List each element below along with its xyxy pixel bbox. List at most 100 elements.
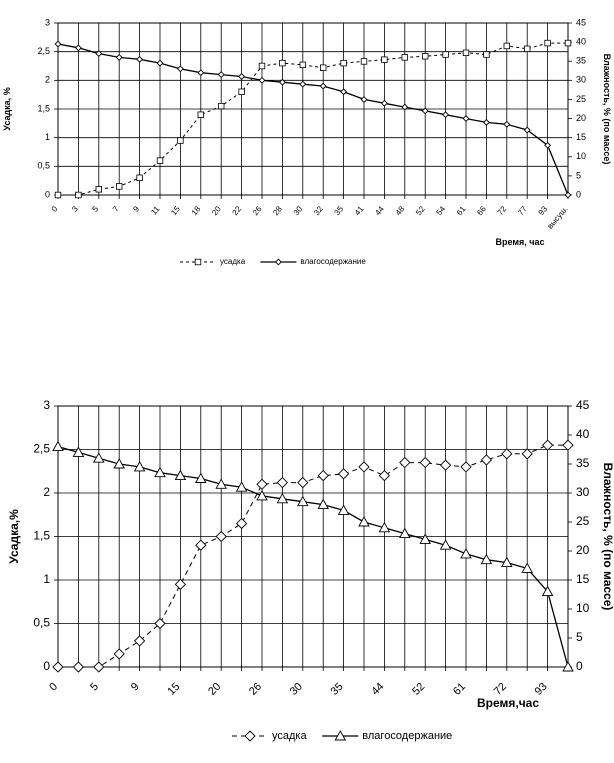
data-point: [256, 478, 268, 490]
y2-tick-label: 10: [576, 151, 586, 161]
x-tick-label: 5: [91, 204, 101, 214]
x-tick-label: 44: [373, 204, 386, 217]
data-point: [256, 489, 268, 501]
y-tick-label: 2,5: [33, 442, 50, 456]
x-tick-label: 66: [475, 204, 488, 217]
data-point: [439, 539, 452, 550]
series-line: [58, 42, 568, 196]
data-point: [562, 661, 574, 672]
y2-tick-label: 45: [576, 17, 586, 27]
x-tick-label: 44: [369, 681, 386, 698]
data-point: [235, 481, 248, 492]
data-point: [52, 661, 64, 673]
y2-tick-label: 25: [576, 94, 586, 104]
data-point: [442, 111, 450, 119]
data-point: [154, 466, 166, 478]
data-point: [562, 439, 574, 451]
data-point: [460, 547, 472, 559]
data-point: [401, 54, 408, 61]
y-tick-label: 0: [45, 189, 50, 199]
y-axis-title: Усадка, %: [2, 87, 12, 130]
data-point: [258, 76, 266, 84]
data-point: [399, 527, 411, 539]
data-point: [419, 456, 431, 469]
series-line: [57, 43, 569, 196]
y-axis-title: Усадка,%: [7, 509, 21, 564]
data-point: [297, 495, 309, 507]
y-tick-label: 2,5: [37, 46, 50, 56]
data-point: [95, 50, 103, 58]
data-point: [217, 71, 225, 79]
data-point: [93, 452, 105, 463]
x-axis-title: Время, час: [495, 237, 544, 247]
data-point: [523, 126, 531, 134]
data-point: [462, 115, 470, 122]
data-point: [93, 661, 105, 673]
x-tick-label: 9: [129, 681, 142, 694]
y2-tick-label: 20: [576, 543, 590, 557]
data-point: [177, 137, 184, 144]
data-point: [197, 69, 205, 77]
x-tick-label: 7: [111, 204, 121, 214]
data-point: [337, 468, 350, 480]
x-tick-label: высуш.: [546, 205, 570, 231]
y2-tick-label: 25: [576, 514, 590, 528]
y2-tick-label: 5: [576, 630, 583, 644]
x-tick-label: 26: [251, 204, 264, 217]
data-point: [337, 504, 350, 515]
data-point: [238, 88, 245, 95]
x-tick-label: 48: [394, 204, 407, 217]
x-tick-label: 32: [312, 204, 325, 217]
data-point: [279, 59, 286, 67]
data-point: [442, 51, 449, 58]
data-point: [358, 461, 370, 473]
x-tick-label: 72: [496, 204, 509, 217]
x-tick-label: 52: [410, 681, 427, 698]
y-tick-label: 2: [43, 485, 50, 499]
y-tick-label: 1: [43, 572, 50, 586]
data-point: [174, 578, 187, 590]
x-tick-label: 15: [169, 204, 182, 217]
x-tick-label: 30: [292, 204, 305, 217]
data-point: [113, 648, 125, 660]
data-point: [544, 141, 552, 149]
data-point: [215, 478, 227, 489]
data-point: [421, 107, 429, 115]
data-point: [133, 635, 146, 647]
x-tick-label: 28: [271, 204, 284, 217]
data-point: [136, 174, 143, 181]
data-point: [95, 186, 102, 193]
data-point: [156, 59, 164, 67]
data-point: [421, 53, 429, 60]
data-point: [116, 183, 123, 190]
x-tick-label: 20: [206, 681, 223, 698]
y2-tick-label: 45: [576, 398, 590, 412]
y-tick-label: 0,5: [37, 161, 50, 171]
y2-tick-label: 35: [576, 56, 586, 66]
data-point: [378, 469, 391, 482]
y-tick-label: 1,5: [33, 529, 50, 543]
y2-tick-label: 35: [576, 456, 590, 470]
x-tick-label: 0: [50, 204, 60, 214]
x-tick-label: 77: [516, 204, 529, 217]
legend-marker: [274, 258, 282, 266]
y-tick-label: 2: [45, 75, 50, 85]
y2-tick-label: 20: [576, 113, 586, 123]
data-point: [358, 516, 370, 527]
data-point: [381, 56, 388, 63]
y-tick-label: 3: [43, 398, 50, 412]
data-point: [501, 448, 513, 460]
data-point: [258, 62, 266, 70]
y-tick-label: 0: [43, 659, 50, 673]
data-point: [136, 55, 144, 63]
data-point: [503, 42, 510, 50]
data-point: [564, 39, 572, 47]
data-point: [54, 191, 62, 199]
data-point: [176, 65, 184, 73]
data-point: [156, 157, 164, 164]
data-point: [195, 472, 207, 483]
data-point: [340, 59, 347, 67]
data-point: [72, 661, 85, 673]
